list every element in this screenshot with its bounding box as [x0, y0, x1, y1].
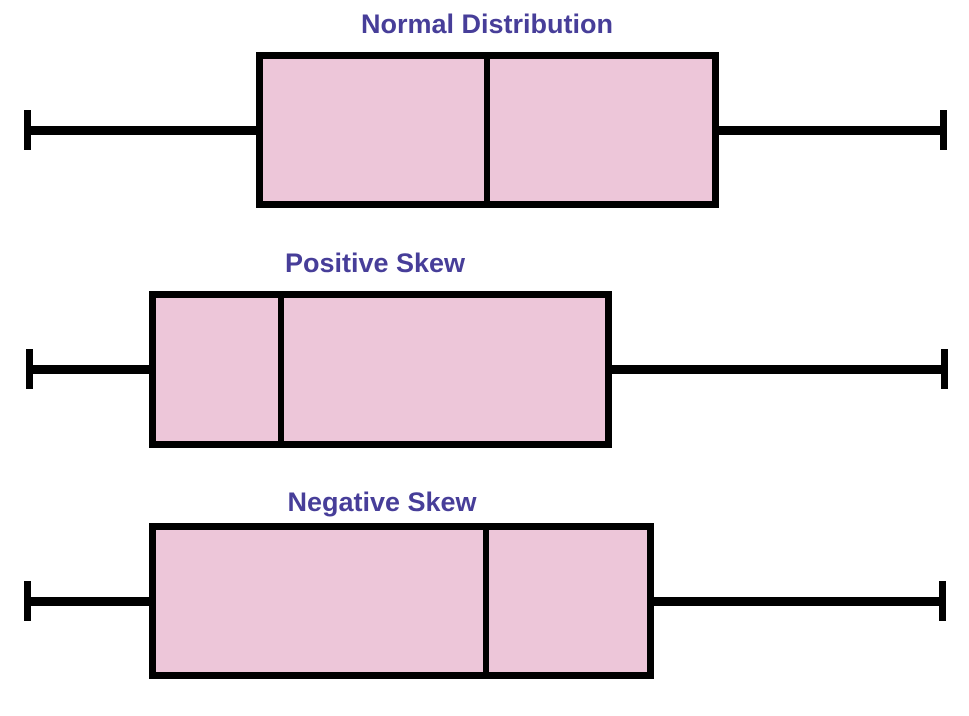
whisker-left	[27, 125, 256, 135]
iqr-box	[149, 291, 612, 448]
whisker-left	[27, 596, 149, 606]
plot-title-negative-skew: Negative Skew	[287, 487, 477, 517]
median-line	[483, 523, 489, 679]
median-line	[484, 52, 490, 208]
plot-title-normal-distribution: Normal Distribution	[360, 9, 614, 39]
whisker-cap-max	[938, 581, 946, 621]
whisker-cap-max	[939, 110, 947, 150]
whisker-right	[719, 125, 943, 135]
whisker-cap-max	[940, 349, 948, 389]
whisker-right	[612, 364, 944, 374]
whisker-cap-min	[23, 110, 31, 150]
median-line	[278, 291, 284, 448]
whisker-cap-min	[25, 349, 33, 389]
whisker-left	[29, 364, 149, 374]
iqr-box	[149, 523, 654, 679]
whisker-right	[654, 596, 942, 606]
whisker-cap-min	[23, 581, 31, 621]
plot-title-positive-skew: Positive Skew	[284, 248, 466, 278]
